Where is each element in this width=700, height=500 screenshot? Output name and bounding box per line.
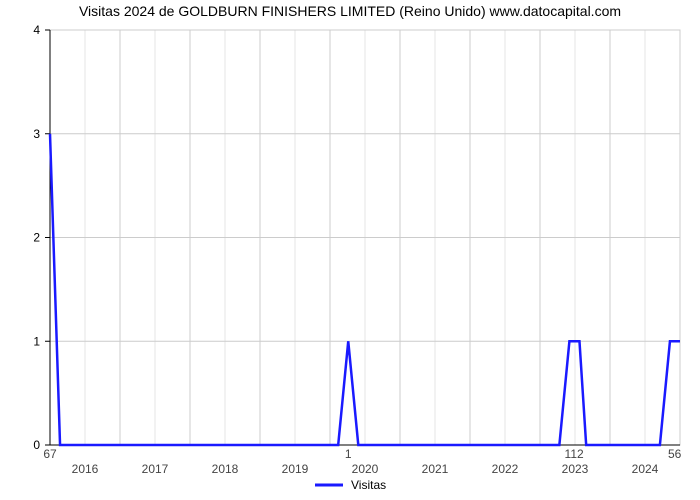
x-tick-label: 2023 (562, 462, 589, 476)
legend-label: Visitas (351, 478, 386, 492)
x-tick-label: 2016 (72, 462, 99, 476)
y-tick-label: 2 (33, 231, 40, 245)
x-tick-label: 2019 (282, 462, 309, 476)
x-tick-label: 2020 (352, 462, 379, 476)
y-tick-label: 0 (33, 438, 40, 452)
data-point-label: 67 (43, 447, 57, 461)
x-tick-label: 2018 (212, 462, 239, 476)
x-tick-label: 2024 (632, 462, 659, 476)
y-tick-label: 4 (33, 23, 40, 37)
y-tick-label: 3 (33, 127, 40, 141)
data-point-label: 56 (668, 447, 682, 461)
data-point-label: 112 (565, 447, 584, 461)
x-tick-label: 2017 (142, 462, 169, 476)
chart-title: Visitas 2024 de GOLDBURN FINISHERS LIMIT… (79, 3, 621, 19)
visits-chart: Visitas 2024 de GOLDBURN FINISHERS LIMIT… (0, 0, 700, 500)
chart-container: Visitas 2024 de GOLDBURN FINISHERS LIMIT… (0, 0, 700, 500)
data-point-label: 1 (345, 447, 352, 461)
x-tick-label: 2021 (422, 462, 449, 476)
y-tick-label: 1 (33, 334, 40, 348)
x-tick-label: 2022 (492, 462, 519, 476)
